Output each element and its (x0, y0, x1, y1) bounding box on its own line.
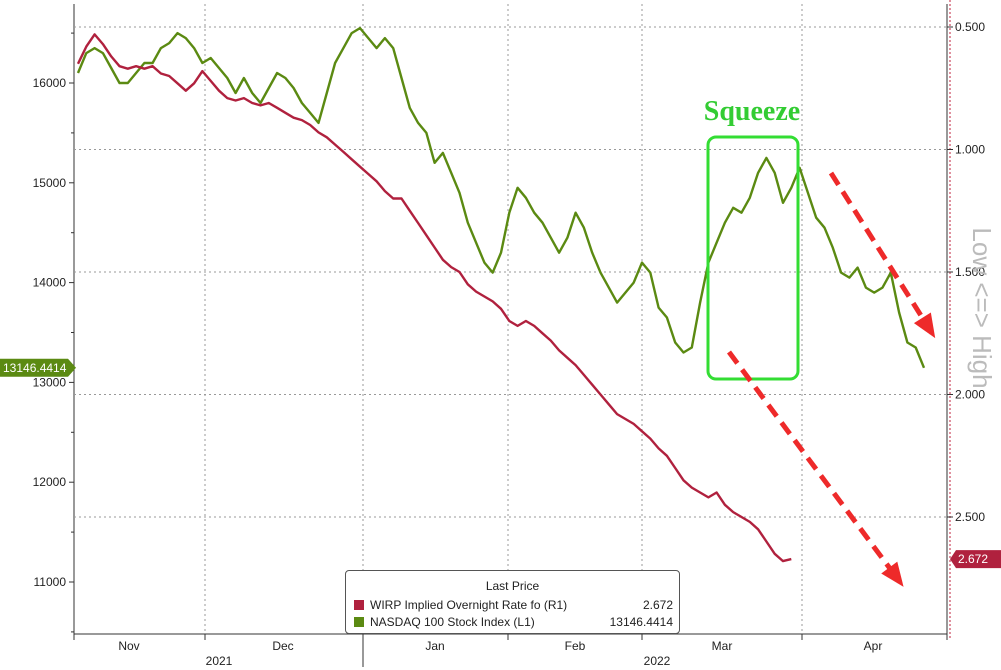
legend-name-wirp: WIRP Implied Overnight Rate fo (R1) (370, 598, 568, 612)
legend-value-wirp: 2.672 (642, 598, 673, 612)
right-axis-title: Low <=> High (967, 227, 997, 388)
right-tick-label: 0.500 (955, 20, 985, 34)
nasdaq-down-arrow (828, 171, 935, 335)
legend-row-nasdaq: NASDAQ 100 Stock Index (L1) 13146.4414 (354, 614, 673, 630)
wirp-series-line (76, 33, 792, 563)
x-year-label: 2021 (206, 654, 233, 668)
nasdaq-last-price-label: 13146.4414 (3, 361, 67, 375)
nasdaq-down-arrow-head (913, 312, 936, 339)
nasdaq-last-price-tag (0, 358, 76, 377)
left-tick-label: 12000 (33, 475, 67, 489)
right-tick-label: 2.500 (955, 510, 985, 524)
squeeze-label: Squeeze (704, 96, 800, 127)
left-tick-label: 16000 (33, 76, 67, 90)
squeeze-box (706, 135, 800, 381)
wirp-down-arrow-head (881, 561, 904, 587)
legend-name-nasdaq: NASDAQ 100 Stock Index (L1) (370, 615, 535, 629)
wirp-last-price-label: 2.672 (958, 552, 988, 566)
x-month-label: Dec (272, 639, 293, 653)
x-month-label: Feb (565, 639, 586, 653)
x-month-label: Jan (425, 639, 444, 653)
wirp-last-price-tag (950, 550, 1001, 569)
left-tick-label: 13000 (33, 375, 67, 389)
legend-title: Last Price (485, 579, 540, 593)
legend-value-nasdaq: 13146.4414 (609, 615, 673, 629)
x-month-label: Mar (712, 639, 733, 653)
chart-legend: Last Price WIRP Implied Overnight Rate f… (345, 570, 680, 634)
left-tick-label: 11000 (34, 575, 67, 589)
legend-swatch-nasdaq (354, 617, 364, 627)
left-tick-label: 14000 (33, 276, 67, 290)
nasdaq-series-line (76, 26, 926, 369)
left-tick-label: 15000 (33, 176, 67, 190)
x-month-label: Apr (864, 639, 883, 653)
right-tick-label: 2.000 (955, 388, 985, 402)
wirp-down-arrow (726, 350, 903, 584)
right-tick-label: 1.000 (955, 143, 985, 157)
right-tick-label: 1.500 (955, 265, 985, 279)
legend-row-wirp: WIRP Implied Overnight Rate fo (R1) 2.67… (354, 597, 673, 613)
x-month-label: Nov (118, 639, 139, 653)
x-year-label: 2022 (644, 654, 671, 668)
legend-swatch-wirp (354, 600, 364, 610)
